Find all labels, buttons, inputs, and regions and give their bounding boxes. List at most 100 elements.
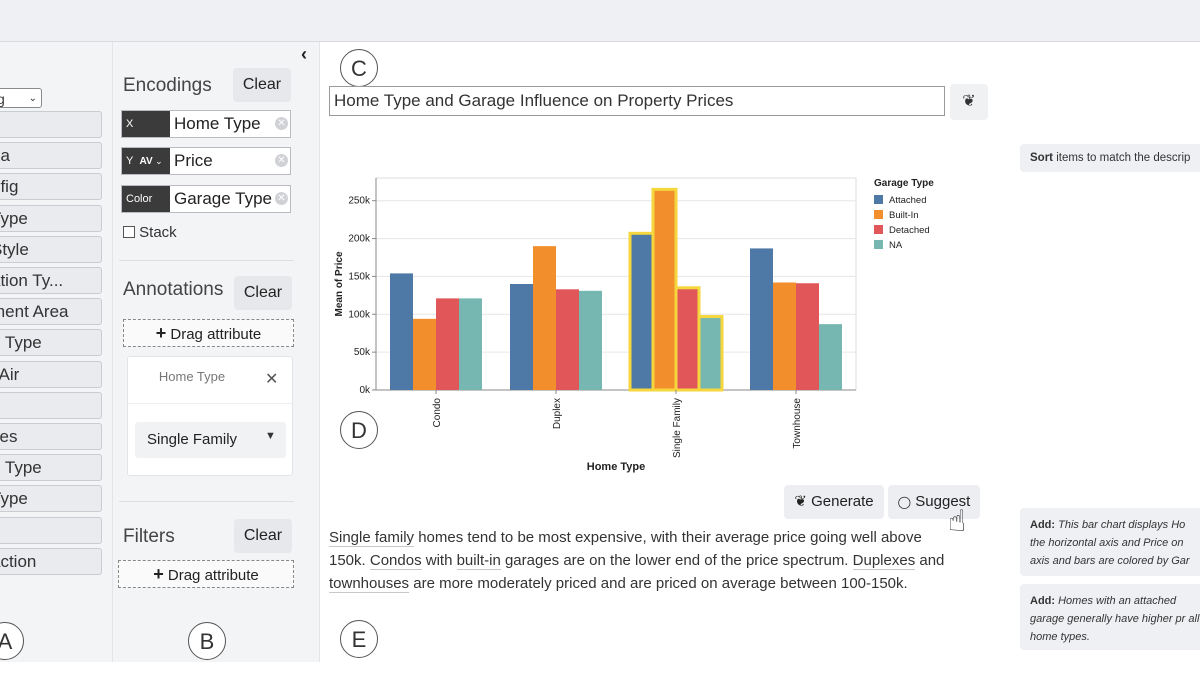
generate-label: Generate — [811, 493, 874, 510]
linked-term[interactable]: Condos — [369, 552, 422, 570]
attribute-item[interactable]: ation Ty... — [0, 267, 102, 294]
attribute-label: Type — [0, 489, 28, 509]
bar — [436, 298, 459, 390]
summary-segment: with — [421, 552, 457, 569]
encoding-panel — [113, 42, 320, 662]
x-tick-label: Single Family — [672, 398, 683, 458]
attribute-item[interactable]: action — [0, 547, 102, 575]
attribute-item[interactable] — [0, 111, 102, 138]
bar — [819, 324, 842, 390]
x-tick-label: Duplex — [552, 398, 563, 429]
linked-term[interactable]: Single family — [329, 529, 415, 547]
remove-icon[interactable]: ✕ — [275, 192, 288, 205]
collapse-chevron-icon[interactable]: ‹ — [301, 44, 307, 64]
summary-segment: homes tend to be most expensive, with th… — [329, 529, 922, 569]
divider — [119, 260, 294, 261]
bar — [628, 231, 655, 392]
clear-encodings-button[interactable]: Clear — [233, 68, 291, 102]
bar — [773, 282, 796, 390]
label-b: B — [188, 622, 226, 660]
filters-drop-zone[interactable]: + Drag attribute — [118, 560, 294, 588]
attribute-item[interactable]: s — [0, 391, 102, 419]
dataset-select[interactable]: g ⌄ — [0, 88, 42, 108]
generate-title-button[interactable]: ❦ — [950, 84, 988, 120]
filters-heading: Filters — [123, 526, 175, 547]
attribute-label: l Air — [0, 364, 20, 384]
y-tick-label: 50k — [354, 347, 371, 358]
bar-chart: 0k 50k 100k 150k 200k 250k Mean of Price Condo D… — [334, 177, 934, 473]
x-encoding-field[interactable]: X Home Type ✕ — [121, 110, 291, 138]
y-tick-label: 100k — [348, 309, 371, 320]
suggest-button[interactable]: ◯ Suggest — [888, 485, 980, 519]
attribute-label: nfig — [0, 177, 19, 197]
card-divider — [128, 403, 292, 404]
x-field-value: Home Type — [174, 114, 261, 133]
attribute-label: g Type — [0, 333, 42, 353]
drag-attribute-label: Drag attribute — [170, 326, 262, 343]
attribute-label: action — [0, 551, 37, 571]
y-encoding-field[interactable]: Y AV ⌄ Price ✕ — [121, 147, 291, 175]
attribute-item[interactable]: ces — [0, 423, 102, 450]
annotations-drop-zone[interactable]: + Drag attribute — [123, 319, 294, 347]
linked-term[interactable]: built-in — [456, 552, 501, 570]
annotations-heading: Annotations — [123, 279, 224, 300]
attribute-label: ea — [0, 146, 10, 166]
attribute-label: ment Area — [0, 302, 69, 322]
remove-icon[interactable]: ✕ — [275, 154, 288, 167]
y-field-value: Price — [174, 151, 213, 170]
attribute-item[interactable]: e Type — [0, 454, 102, 482]
bar — [674, 286, 701, 392]
bar — [556, 289, 579, 390]
sort-suggestion[interactable]: Sort items to match the descrip — [1020, 144, 1200, 172]
attribute-item[interactable] — [0, 516, 102, 544]
attribute-label: ation Ty... — [0, 271, 64, 290]
bar — [390, 273, 413, 390]
stack-checkbox[interactable] — [123, 226, 135, 238]
attribute-item[interactable]: g Type — [0, 329, 102, 357]
linked-term[interactable]: townhouses — [329, 575, 410, 593]
attribute-item[interactable]: Type — [0, 204, 102, 232]
clear-annotations-button[interactable]: Clear — [234, 276, 292, 310]
add-suggestion-2[interactable]: Add: Homes with an attached garage gener… — [1020, 584, 1200, 650]
suggestion-type: Add: — [1030, 595, 1056, 607]
color-channel-tag: Color — [122, 186, 170, 212]
bar — [459, 298, 482, 390]
attribute-item[interactable]: ment Area — [0, 298, 102, 326]
annotation-value: Single Family — [147, 431, 238, 448]
stack-option[interactable]: Stack — [123, 224, 177, 241]
label-c: C — [340, 49, 378, 87]
suggestion-text: This bar chart displays Ho the horizonta… — [1030, 519, 1190, 567]
generate-button[interactable]: ❦ Generate — [784, 485, 884, 519]
attribute-label: e Type — [0, 458, 42, 478]
chart-title-input[interactable]: Home Type and Garage Influence on Proper… — [329, 86, 945, 116]
clear-filters-button[interactable]: Clear — [234, 519, 292, 553]
bar — [510, 284, 533, 390]
summary-text[interactable]: Single family homes tend to be most expe… — [329, 526, 959, 595]
hand-cursor-icon: ☝ — [948, 505, 967, 538]
attribute-item[interactable]: nfig — [0, 173, 102, 201]
suggestion-text: Homes with an attached garage generally … — [1030, 595, 1200, 643]
bar — [796, 283, 819, 390]
annotation-value-select[interactable]: Single Family ▼ — [135, 422, 286, 458]
leaf-icon: ❦ — [794, 493, 807, 510]
attribute-item[interactable]: Type — [0, 485, 102, 513]
color-encoding-field[interactable]: Color Garage Type ✕ — [121, 185, 291, 213]
remove-icon[interactable]: ✕ — [275, 117, 288, 130]
annotation-card: Home Type ✕ Single Family ▼ — [127, 356, 293, 476]
x-tick-label: Condo — [432, 398, 443, 428]
x-channel-tag: X — [122, 111, 170, 137]
y-tick-label: 150k — [348, 271, 371, 282]
bar — [651, 187, 678, 392]
label-e: E — [340, 620, 378, 658]
bar — [697, 315, 724, 392]
bar — [413, 318, 436, 390]
add-suggestion-1[interactable]: Add: This bar chart displays Ho the hori… — [1020, 508, 1200, 576]
y-channel-tag[interactable]: Y AV ⌄ — [122, 148, 170, 174]
attribute-item[interactable]: ea — [0, 142, 102, 170]
linked-term[interactable]: Duplexes — [852, 552, 916, 570]
attribute-item[interactable]: l Air — [0, 360, 102, 388]
close-icon[interactable]: ✕ — [265, 371, 279, 388]
legend-title: Garage Type — [874, 178, 934, 189]
suggestion-type: Sort — [1030, 152, 1053, 164]
attribute-item[interactable]: Style — [0, 235, 102, 263]
